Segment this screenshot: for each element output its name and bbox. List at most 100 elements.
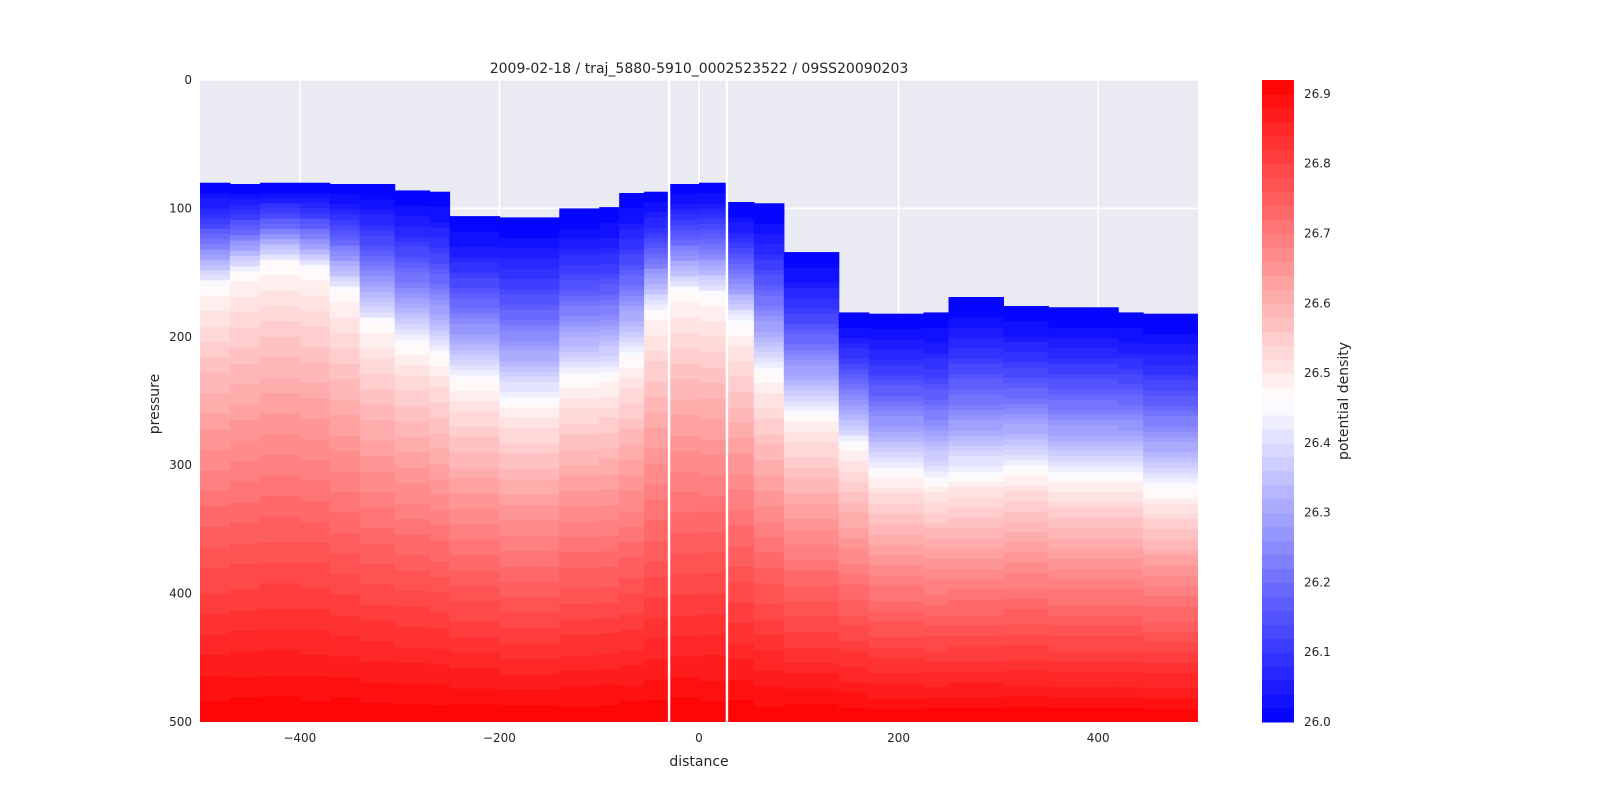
density-band <box>449 678 500 685</box>
density-band <box>299 644 331 651</box>
density-band <box>229 666 261 673</box>
density-band <box>449 257 500 263</box>
density-band <box>923 528 950 534</box>
density-band <box>429 258 451 265</box>
density-band <box>644 386 670 393</box>
density-band <box>644 294 670 301</box>
density-band <box>359 512 396 519</box>
density-band <box>200 331 231 338</box>
density-band <box>923 605 950 611</box>
density-band <box>948 512 1004 519</box>
density-band <box>299 562 331 569</box>
density-band <box>299 393 331 400</box>
density-band <box>619 675 645 682</box>
density-band <box>838 522 870 529</box>
density-band <box>200 449 231 456</box>
density-band <box>259 234 301 240</box>
density-band <box>783 508 840 515</box>
density-band <box>644 243 670 249</box>
density-band <box>429 643 451 650</box>
density-band <box>229 245 261 252</box>
density-band <box>699 413 728 420</box>
density-band <box>619 305 645 312</box>
density-band <box>499 520 560 527</box>
density-band <box>394 662 431 669</box>
density-band <box>599 628 620 635</box>
density-band <box>559 357 600 364</box>
density-band <box>299 614 331 620</box>
density-band <box>1118 409 1144 416</box>
density-band <box>449 375 500 382</box>
density-band <box>394 647 431 654</box>
density-band <box>329 543 361 550</box>
density-band <box>669 261 700 267</box>
density-band <box>394 513 431 520</box>
density-band <box>868 570 925 577</box>
density-band <box>329 327 361 334</box>
density-band <box>1143 488 1198 495</box>
density-band <box>329 250 361 257</box>
profile-column <box>259 182 301 722</box>
density-band <box>783 298 840 305</box>
density-band <box>669 677 700 683</box>
density-band <box>1003 711 1049 718</box>
density-band <box>259 300 301 307</box>
profile-column <box>838 312 870 722</box>
density-band <box>644 469 670 475</box>
density-band <box>868 524 925 530</box>
density-band <box>299 213 331 220</box>
density-band <box>229 630 261 637</box>
density-band <box>699 336 728 343</box>
density-band <box>726 258 755 265</box>
density-band <box>299 311 331 317</box>
density-band <box>753 609 785 615</box>
density-band <box>923 384 950 391</box>
density-band <box>1003 449 1049 456</box>
density-band <box>429 361 451 367</box>
density-band <box>948 594 1004 601</box>
density-band <box>783 411 840 418</box>
density-band <box>726 479 755 486</box>
density-band <box>923 584 950 591</box>
density-band <box>923 399 950 406</box>
density-band <box>699 347 728 353</box>
density-band <box>559 675 600 682</box>
density-band <box>669 594 700 601</box>
density-band <box>1048 610 1119 617</box>
density-band <box>299 639 331 646</box>
density-band <box>726 597 755 604</box>
density-band <box>429 263 451 270</box>
density-band <box>229 184 261 190</box>
density-band <box>644 201 670 208</box>
density-band <box>394 570 431 577</box>
density-band <box>699 444 728 451</box>
density-band <box>229 635 261 642</box>
density-band <box>359 564 396 570</box>
density-band <box>1118 671 1144 678</box>
colorbar-level <box>1262 233 1294 248</box>
density-band <box>753 254 785 261</box>
density-band <box>1118 707 1144 714</box>
density-band <box>259 377 301 384</box>
density-band <box>753 465 785 471</box>
density-band <box>1048 635 1119 642</box>
density-band <box>449 288 500 294</box>
density-band <box>1048 543 1119 550</box>
density-band <box>699 295 728 302</box>
density-band <box>299 408 331 415</box>
density-band <box>449 498 500 505</box>
density-band <box>753 614 785 620</box>
density-band <box>499 273 560 280</box>
density-band <box>1143 472 1198 479</box>
density-band <box>1143 478 1198 484</box>
density-band <box>838 430 870 437</box>
density-band <box>699 290 728 297</box>
density-band <box>753 603 785 610</box>
density-band <box>1143 390 1198 397</box>
density-band <box>200 629 231 636</box>
density-band <box>359 445 396 452</box>
density-band <box>838 404 870 411</box>
density-band <box>838 512 870 519</box>
density-band <box>753 357 785 364</box>
density-band <box>429 489 451 496</box>
